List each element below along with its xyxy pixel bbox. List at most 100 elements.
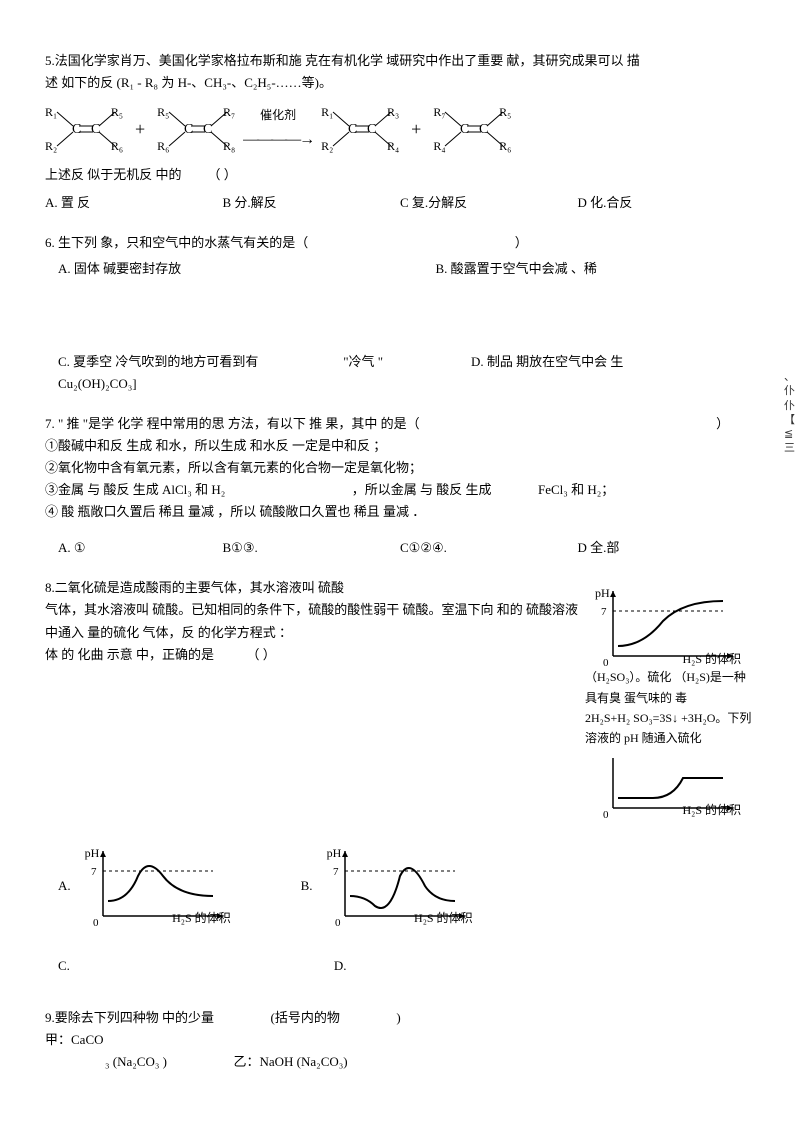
q8-l1a: 8.二氧化硫是造成酸雨的主要气体，其水溶液叫 硫酸 <box>45 580 344 595</box>
svg-text:C: C <box>367 122 376 137</box>
r-label: R₆ <box>111 136 123 156</box>
side-l2: 仆 <box>784 384 795 398</box>
ylabel: pH <box>85 843 100 863</box>
q7-item-4: ④ 酸 瓶敞口久置后 稀且 量减 ，所以 硫酸敞口久置也 稀且 量减 ． <box>45 501 755 523</box>
q6-text: 6. 生下列 象，只和空气中的水蒸气有关的是（ ） <box>45 232 755 254</box>
question-8: 8.二氧化硫是造成酸雨的主要气体，其水溶液叫 硫酸 气体，其水溶液叫 硫酸。已知… <box>45 577 755 977</box>
question-6: 6. 生下列 象，只和空气中的水蒸气有关的是（ ） A. 固体 碱要密封存放 B… <box>45 232 755 394</box>
q9-line1: 9.要除去下列四种物 中的少量 (括号内的物 ) <box>45 1007 755 1029</box>
q8-l1b: （H₂SO₃）。硫化 （H₂S)是一种具有臭 蛋气味的 毒 <box>585 670 746 704</box>
side-marks: 、 仆 仆 【 ≦ 三 <box>784 370 795 456</box>
q5-option-b: B 分.解反 <box>223 192 401 214</box>
q9-line3: ₃ (Na₂CO₃ ) 乙：NaOH (Na₂CO₃) <box>45 1051 755 1073</box>
question-7: 7. " 推 "是学 化学 程中常用的思 方法，有以下 推 果，其中 的是（ ）… <box>45 413 755 560</box>
q5-prompt-text: 上述反 似于无机反 中的 <box>45 167 182 182</box>
side-l4: 【 <box>784 413 795 427</box>
molecule-1: C C R₁ R₂ R₅ R₆ <box>45 104 123 154</box>
q8-option-graphs-row1: A. pH 7 0 H₂S 的体积 B. pH <box>45 837 755 935</box>
xlabel: H₂S 的体积 <box>414 908 473 928</box>
side-l3: 仆 <box>784 399 795 413</box>
svg-text:0: 0 <box>335 917 341 929</box>
svg-text:0: 0 <box>603 809 609 821</box>
q7-item-2: ②氧化物中含有氧元素，所以含有氧元素的化合物一定是氧化物； <box>45 457 755 479</box>
q9-l2b: ₃ (Na₂CO₃ ) <box>105 1054 167 1069</box>
ylabel: pH <box>327 843 342 863</box>
r-label: R₇ <box>223 102 235 122</box>
r-label: R₄ <box>387 136 399 156</box>
q8-graph-b: pH 7 0 H₂S 的体积 <box>325 841 475 931</box>
q5-option-d: D 化.合反 <box>578 192 756 214</box>
xlabel: H₂S 的体积 <box>172 908 231 928</box>
q8-option-a-label: A. <box>45 875 71 897</box>
q5-text-line1: 5.法国化学家肖万、美国化学家格拉布斯和施 克在有机化学 域研究中作出了重要 献… <box>45 50 755 72</box>
arrow-icon: ————→ <box>243 126 313 153</box>
q5-reaction-diagram: C C R₁ R₂ R₅ R₆ + C C R₅ R₆ R₇ R₈ <box>45 104 755 154</box>
svg-text:C: C <box>479 122 488 137</box>
q8-l3a: 中通入 量的硫化 气体，反 的化学方程式 ： <box>45 625 292 640</box>
q5-blank: （ ） <box>208 167 237 182</box>
svg-text:7: 7 <box>91 866 97 878</box>
svg-text:7: 7 <box>601 606 607 618</box>
r-label: R₅ <box>111 102 123 122</box>
q8-graph-a: pH 7 0 H₂S 的体积 <box>83 841 233 931</box>
q5-options: A. 置 反 B 分.解反 C 复.分解反 D 化.合反 <box>45 192 755 214</box>
q6-option-d-2: Cu₂(OH)₂CO₃] <box>45 373 755 395</box>
r-label: R₁ <box>45 102 57 122</box>
q7-option-c: C①②④. <box>400 537 578 559</box>
q9-line2: 甲：CaCO <box>45 1029 755 1051</box>
svg-text:0: 0 <box>603 657 609 669</box>
molecule-3: C C R₁ R₂ R₃ R₄ <box>321 104 399 154</box>
side-l6: 三 <box>784 441 795 455</box>
r-label: R₆ <box>499 136 511 156</box>
svg-text:C: C <box>348 122 357 137</box>
plus-sign: + <box>407 114 425 145</box>
svg-text:C: C <box>91 122 100 137</box>
side-l5: ≦ <box>784 427 795 441</box>
r-label: R₄ <box>433 136 445 156</box>
q7-text: 7. " 推 "是学 化学 程中常用的思 方法，有以下 推 果，其中 的是（ ） <box>45 413 755 435</box>
svg-text:C: C <box>460 122 469 137</box>
q7-option-d: D 全.部 <box>578 537 756 559</box>
q7-options: A. ① B①③. C①②④. D 全.部 <box>45 537 755 559</box>
q5-option-a: A. 置 反 <box>45 192 223 214</box>
q8-option-graphs-row2: C. D. <box>45 955 755 977</box>
q8-option-b-label: B. <box>301 875 313 897</box>
q8-option-c-label: C. <box>45 955 70 977</box>
q5-prompt: 上述反 似于无机反 中的 （ ） <box>45 164 755 186</box>
q8-text-block: 8.二氧化硫是造成酸雨的主要气体，其水溶液叫 硫酸 气体，其水溶液叫 硫酸。已知… <box>45 577 585 665</box>
q8-l4b: （ ） <box>247 647 276 662</box>
ylabel: pH <box>595 583 610 603</box>
r-label: R₂ <box>321 136 333 156</box>
plus-sign: + <box>131 114 149 145</box>
q6-option-a: A. 固体 碱要密封存放 <box>45 258 436 280</box>
q5-option-c: C 复.分解反 <box>400 192 578 214</box>
q8-line3: 中通入 量的硫化 气体，反 的化学方程式 ： <box>45 622 585 644</box>
q6-option-d: D. 制品 期放在空气中会 生 <box>471 351 755 373</box>
catalyst-label: 催化剂 <box>243 105 313 125</box>
r-label: R₇ <box>433 102 445 122</box>
q8-graph-inline-bottom: 0 H₂S 的体积 <box>593 753 743 823</box>
q8-option-d-label: D. <box>334 955 347 977</box>
q8-row1: 8.二氧化硫是造成酸雨的主要气体，其水溶液叫 硫酸 气体，其水溶液叫 硫酸。已知… <box>45 577 755 827</box>
q7-item-1: ①酸碱中和反 生成 和水，所以生成 和水反 一定是中和反 ； <box>45 435 755 457</box>
q7-close: ） <box>716 416 729 431</box>
q7-stem: 7. " 推 "是学 化学 程中常用的思 方法，有以下 推 果，其中 的是（ <box>45 416 420 431</box>
xlabel: H₂S 的体积 <box>682 800 741 820</box>
q6-option-c-1: C. 夏季空 冷气吹到的地方可看到有 <box>45 351 343 373</box>
q7-item3-1: ③金属 与 酸反 生成 AlCl₃ 和 H₂ <box>45 482 225 497</box>
q7-item-3: ③金属 与 酸反 生成 AlCl₃ 和 H₂ ，所以金属 与 酸反 生成 FeC… <box>45 479 755 501</box>
q8-right-col: pH 7 0 H₂S 的体积 （H₂SO₃）。硫化 （H₂S)是一种具有臭 蛋气… <box>585 577 755 827</box>
svg-text:C: C <box>203 122 212 137</box>
r-label: R₅ <box>499 102 511 122</box>
svg-text:0: 0 <box>93 917 99 929</box>
q7-option-b: B①③. <box>223 537 401 559</box>
xlabel: H₂S 的体积 <box>682 649 741 669</box>
r-label: R₁ <box>321 102 333 122</box>
q8-l3b: 2H₂S+H₂ SO₃=3S↓ +3H₂O。下列溶液的 pH 随通入硫化 <box>585 711 751 745</box>
q6-row1: A. 固体 碱要密封存放 B. 酸露置于空气中会减 、稀 <box>45 258 755 280</box>
q9-text2: (括号内的物 <box>271 1010 340 1025</box>
r-label: R₆ <box>157 136 169 156</box>
svg-text:C: C <box>72 122 81 137</box>
q7-option-a: A. ① <box>45 537 223 559</box>
q8-line2: 气体，其水溶液叫 硫酸。已知相同的条件下，硫酸的酸性弱干 硫酸。室温下向 和的 … <box>45 599 585 621</box>
